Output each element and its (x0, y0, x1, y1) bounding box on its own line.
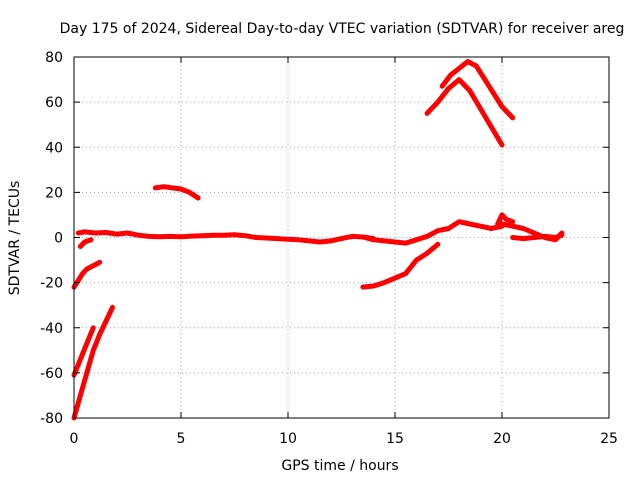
series-arc-main (75, 229, 377, 245)
y-tick-label: -80 (40, 411, 63, 427)
y-tick-label: -60 (40, 366, 63, 382)
x-tick-label: 0 (70, 431, 79, 447)
x-tick-label: 5 (177, 431, 186, 447)
tick-marks (73, 56, 610, 419)
x-tick-labels: 0 5 10 15 20 25 (70, 431, 618, 447)
y-tick-label: 60 (45, 95, 63, 111)
y-axis-label: SDTVAR / TECUs (7, 181, 23, 296)
series-layer (71, 59, 565, 421)
series-arc-drop-b (71, 304, 115, 421)
series-arc-neg20 (71, 259, 103, 290)
y-tick-label: -20 (40, 276, 63, 292)
x-tick-label: 10 (279, 431, 297, 447)
series-arc-tail (510, 232, 565, 242)
series-arc-late (362, 219, 505, 246)
y-tick-label: 20 (45, 185, 63, 201)
y-tick-label: 40 (45, 140, 63, 156)
series-arc-start (77, 237, 94, 249)
x-tick-label: 15 (386, 431, 404, 447)
series-arc-spike (495, 212, 516, 227)
series-arc-peak-b (439, 59, 516, 121)
series-arc-drop-a (71, 325, 96, 378)
chart-title: Day 175 of 2024, Sidereal Day-to-day VTE… (60, 21, 625, 37)
x-tick-label: 25 (600, 431, 618, 447)
series-arc-hump (152, 184, 201, 201)
x-axis-label: GPS time / hours (281, 458, 398, 474)
series-arc-mid-neg (360, 241, 441, 290)
y-tick-label: -40 (40, 321, 63, 337)
y-tick-label: 80 (45, 50, 63, 66)
series-arc-peak-a (424, 77, 505, 148)
x-tick-label: 20 (493, 431, 511, 447)
y-tick-label: 0 (54, 231, 63, 247)
y-tick-labels: -80 -60 -40 -20 0 20 40 60 80 (40, 50, 63, 427)
